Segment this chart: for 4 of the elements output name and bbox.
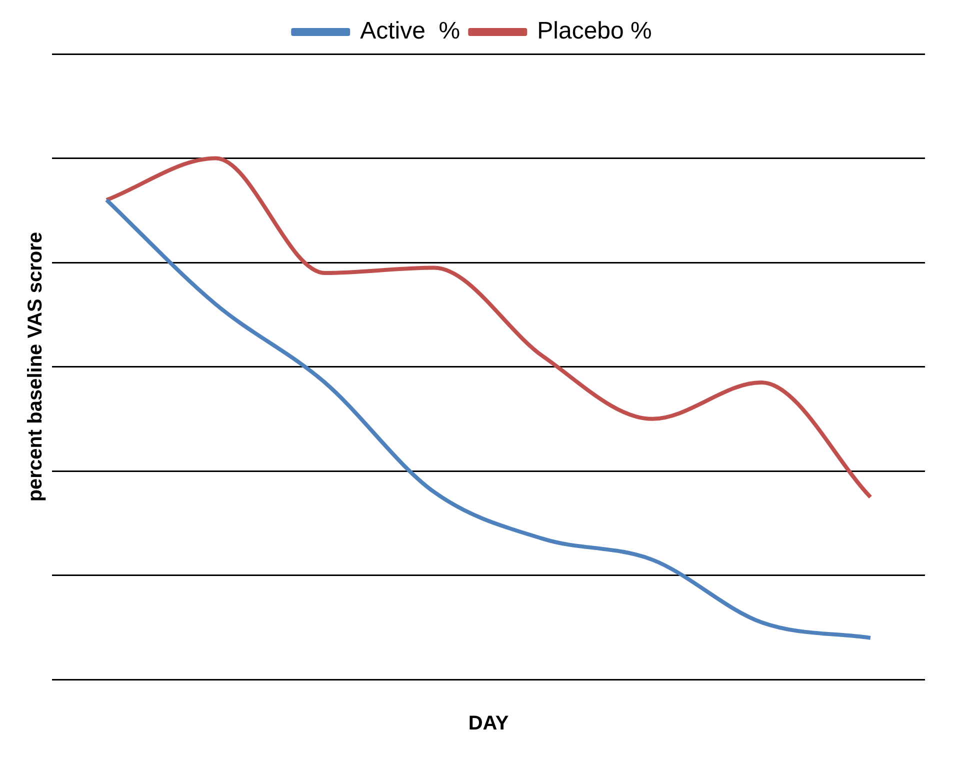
x-axis-title: DAY <box>468 712 510 735</box>
y-axis-title: percent baseline VAS scrore <box>24 232 47 502</box>
legend-label: Placebo % <box>537 18 652 45</box>
legend-label: Active % <box>360 18 460 45</box>
